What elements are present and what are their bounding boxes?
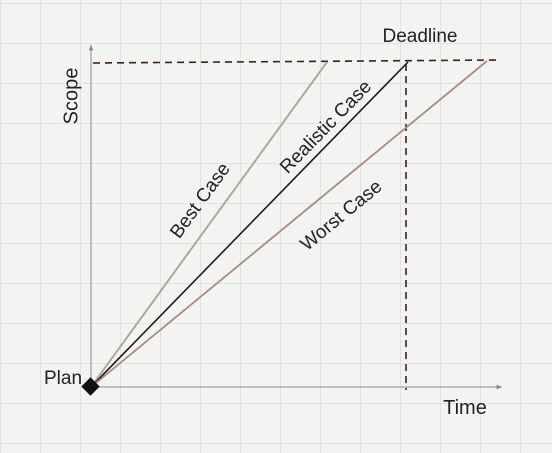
realistic-case-label: Realistic Case [276, 76, 376, 178]
worst-case-label: Worst Case [297, 176, 387, 255]
deadline-horizontal-line [92, 59, 501, 64]
worst-case-line [90, 60, 488, 388]
best-case-label: Best Case [166, 159, 235, 242]
plan-marker [81, 377, 100, 396]
plan-label: Plan [44, 368, 82, 389]
time-axis-label: Time [443, 397, 487, 419]
best-case-line [90, 61, 328, 388]
scope-axis-label: Scope [60, 68, 82, 125]
realistic-case-line [90, 61, 409, 388]
deadline-label: Deadline [383, 26, 458, 47]
